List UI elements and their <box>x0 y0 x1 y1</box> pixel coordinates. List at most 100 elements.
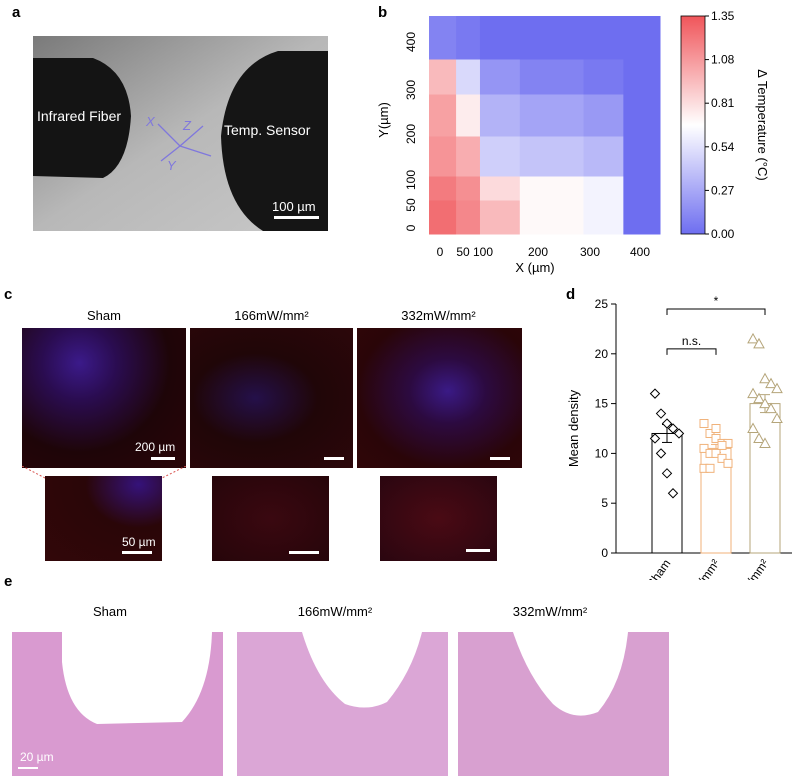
fluorescence-image-sham <box>22 328 186 468</box>
heatmap-cell <box>519 200 585 235</box>
data-point <box>655 408 667 419</box>
heatmap-x-tick: 200 <box>528 245 548 259</box>
data-point <box>747 422 759 433</box>
heatmap-cell <box>479 200 521 235</box>
colorbar-tick-label: 0.81 <box>711 96 735 110</box>
panel-label-e: e <box>4 573 13 590</box>
bar-category-label: 332mW/mm² <box>721 557 772 580</box>
heatmap-cell <box>519 94 585 137</box>
data-point <box>705 463 715 473</box>
axis-z-label: Z <box>183 118 191 133</box>
infrared-fiber-label: Infrared Fiber <box>37 108 122 124</box>
group-label-c-sham: Sham <box>87 308 121 323</box>
heatmap-cell <box>429 136 457 177</box>
bar-chart: 0 5 10 15 20 25 Mean density Sham166mW/mm²332mW… <box>566 294 792 580</box>
heatmap-cell <box>479 59 521 95</box>
heatmap-cell <box>429 94 457 137</box>
heatmap-cell <box>623 200 661 235</box>
xyz-axes-icon <box>157 123 212 162</box>
colorbar-tick-label: 0.00 <box>711 227 735 241</box>
scale-bar-label-a: 100 µm <box>272 199 316 214</box>
panel-label-b: b <box>378 4 388 21</box>
scale-bar-c-zoom-sham <box>122 551 152 554</box>
data-point <box>717 453 727 463</box>
colorbar-tick-label: 0.27 <box>711 183 735 197</box>
significance-label: * <box>714 294 719 308</box>
data-point <box>765 402 777 414</box>
scale-bar-c-zoom-166 <box>289 551 319 554</box>
data-point <box>711 448 721 458</box>
heatmap-x-tick: 50 <box>456 245 470 259</box>
data-point <box>771 382 783 394</box>
scale-bar-a <box>274 216 319 219</box>
heatmap-cell <box>456 94 481 137</box>
data-point <box>753 337 765 349</box>
heatmap-cell <box>583 94 624 137</box>
heatmap-cell <box>583 200 624 235</box>
heatmap-cell <box>479 94 521 137</box>
data-point <box>753 392 765 404</box>
bar-y-tick-label: 10 <box>595 446 609 460</box>
heatmap-y-tick: 100 <box>404 170 418 190</box>
heatmap-cell <box>479 16 521 60</box>
axis-y-label: Y <box>167 158 176 173</box>
heatmap-x-tick: 300 <box>580 245 600 259</box>
fluorescence-zoom-166 <box>212 476 329 561</box>
data-point <box>673 428 685 439</box>
bar-y-axis-label: Mean density <box>566 389 581 467</box>
heatmap-cell <box>623 176 661 201</box>
bar-category-label: Sham <box>644 557 673 580</box>
group-label-e-sham: Sham <box>93 604 127 619</box>
data-point <box>759 437 771 448</box>
data-point <box>667 423 679 434</box>
scale-bar-c-zoom-332 <box>466 549 490 552</box>
fluorescence-zoom-332 <box>380 476 497 561</box>
heatmap-x-tick: 400 <box>630 245 650 259</box>
temp-sensor-shape <box>221 51 328 231</box>
panel-label-c: c <box>4 286 13 303</box>
heatmap-cell <box>429 59 457 95</box>
bar-y-tick-label: 5 <box>601 496 608 510</box>
colorbar-tick-label: 0.54 <box>711 140 735 154</box>
fluorescence-zoom-sham <box>45 476 162 561</box>
bar-y-tick-label: 20 <box>595 347 609 361</box>
bar-y-tick-label: 15 <box>595 397 609 411</box>
heatmap-cell <box>519 59 585 95</box>
bar-y-tick-label: 25 <box>595 297 609 311</box>
colorbar <box>680 15 706 235</box>
fluorescence-image-332 <box>357 328 522 468</box>
heatmap-cell <box>583 176 624 201</box>
data-point <box>699 443 709 453</box>
significance-bracket <box>666 308 766 315</box>
colorbar-tick-label: 1.35 <box>711 9 735 23</box>
heatmap-cell <box>456 16 481 60</box>
scale-bar-label-e: 20 µm <box>20 750 54 764</box>
data-point <box>661 468 673 479</box>
scale-bar-label-c-bottom: 50 µm <box>122 535 156 549</box>
data-point <box>759 372 771 384</box>
data-point <box>717 440 727 450</box>
panel-label-d: d <box>566 286 576 303</box>
heatmap-cell <box>583 59 624 95</box>
data-point <box>759 397 771 409</box>
fluorescence-image-166 <box>190 328 353 468</box>
heatmap-cell <box>623 16 661 60</box>
scale-bar-c-166 <box>324 457 344 460</box>
scale-bar-e <box>18 767 38 769</box>
data-point <box>771 412 783 424</box>
scale-bar-c-sham <box>151 457 175 460</box>
data-point <box>655 448 667 459</box>
group-label-e-332: 332mW/mm² <box>512 604 588 619</box>
data-point <box>649 388 661 399</box>
temp-sensor-label: Temp. Sensor <box>224 122 311 138</box>
heatmap-cell <box>456 200 481 235</box>
colorbar-label: Δ Temperature (°C) <box>755 69 770 180</box>
data-point <box>723 458 733 468</box>
significance-bracket <box>666 348 717 355</box>
heatmap-x-tick: 100 <box>473 245 493 259</box>
data-point <box>765 377 777 389</box>
heatmap-cell <box>583 136 624 177</box>
data-point <box>667 488 679 499</box>
heatmap-x-tick: 0 <box>437 245 444 259</box>
